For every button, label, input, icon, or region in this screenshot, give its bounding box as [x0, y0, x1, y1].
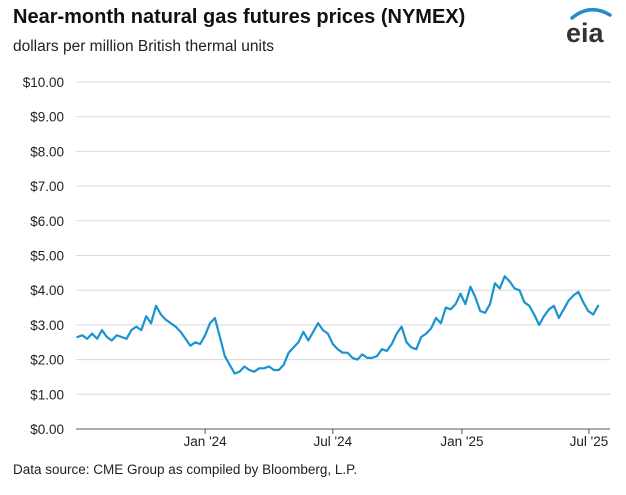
y-tick-label: $0.00: [30, 422, 64, 437]
grid-lines: [76, 81, 610, 395]
y-axis-tick-labels: $0.00 $1.00 $2.00 $3.00 $4.00 $5.00 $6.00 $7.00…: [23, 75, 64, 437]
x-tick-label: Jul '25: [570, 434, 609, 449]
y-tick-label: $8.00: [30, 144, 64, 159]
x-tick-label: Jan '25: [440, 434, 483, 449]
x-axis: Jan '24 Jul '24 Jan '25 Jul '25: [76, 428, 610, 449]
y-tick-label: $9.00: [30, 110, 64, 125]
logo-text: eia: [566, 18, 605, 48]
chart-subtitle: dollars per million British thermal unit…: [13, 38, 275, 55]
price-series-line: [76, 275, 600, 375]
series-layer: [76, 275, 600, 375]
chart-title: Near-month natural gas futures prices (N…: [13, 6, 466, 28]
x-tick-label: Jul '24: [314, 434, 353, 449]
eia-logo: eia: [560, 6, 616, 48]
y-tick-label: $7.00: [30, 179, 64, 194]
x-tick-label: Jan '24: [184, 434, 228, 449]
y-tick-label: $4.00: [30, 283, 64, 298]
y-tick-label: $1.00: [30, 387, 64, 402]
logo-arc: [570, 8, 612, 20]
y-tick-label: $6.00: [30, 214, 64, 229]
eia-logo-icon: eia: [566, 8, 612, 48]
y-tick-label: $2.00: [30, 353, 64, 368]
y-tick-label: $5.00: [30, 249, 64, 264]
y-tick-label: $3.00: [30, 318, 64, 333]
data-source-note: Data source: CME Group as compiled by Bl…: [13, 462, 358, 477]
y-tick-label: $10.00: [23, 75, 64, 90]
